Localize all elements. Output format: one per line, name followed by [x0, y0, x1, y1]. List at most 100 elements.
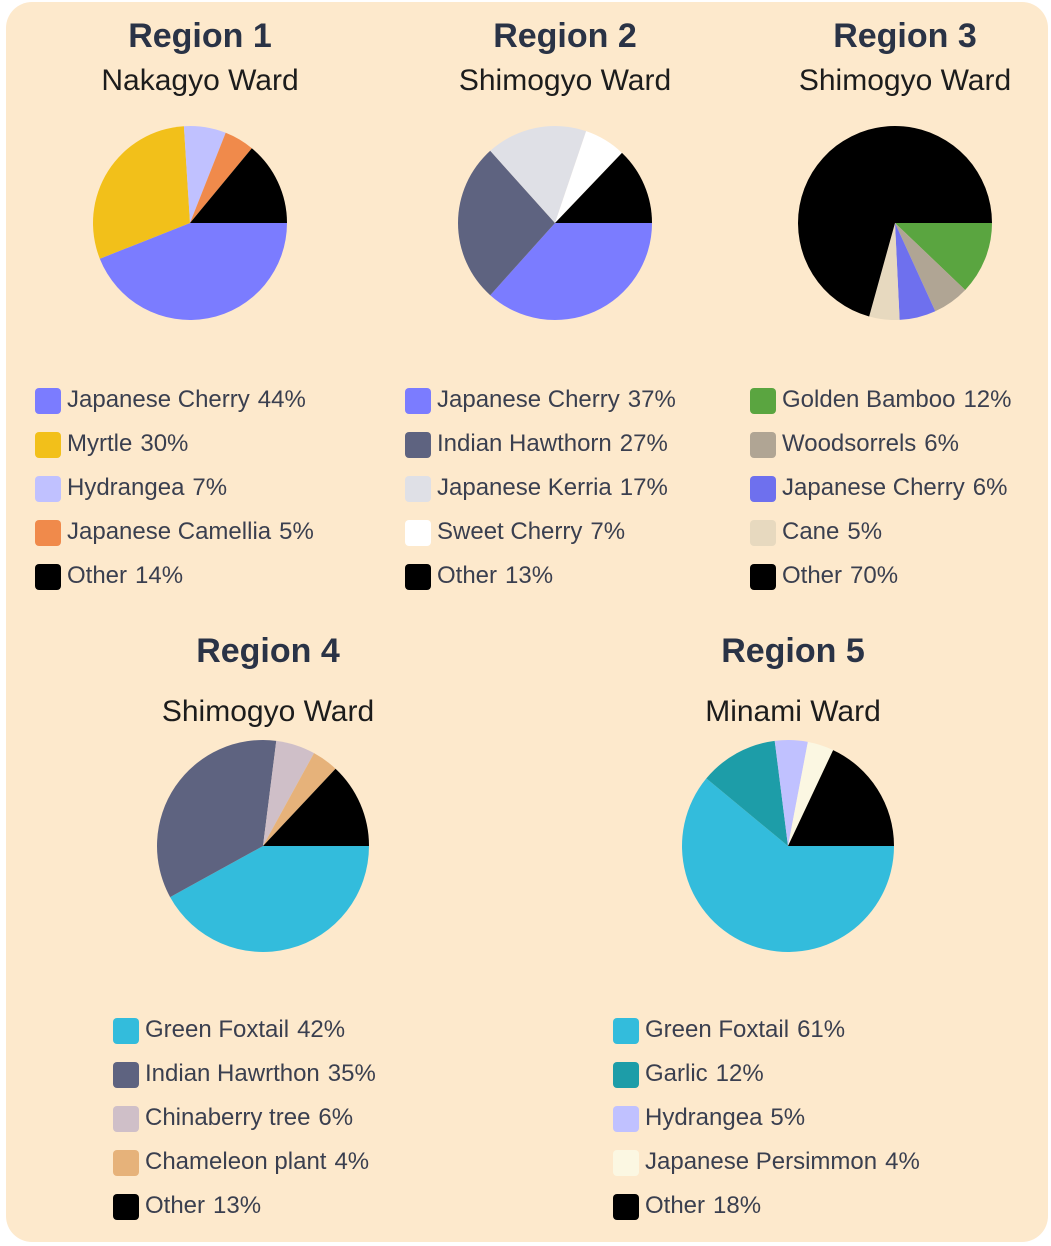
legend-entry: Indian Hawrthon 35%	[145, 1060, 376, 1087]
legend-value: 6%	[924, 430, 959, 457]
pie-slice	[190, 132, 252, 223]
pie-slice	[788, 750, 894, 846]
pie-slice	[869, 223, 900, 320]
legend-label: Green Foxtail	[145, 1016, 289, 1043]
legend-entry: Garlic 12%	[645, 1060, 764, 1087]
legend-swatch	[113, 1106, 139, 1132]
legend-label: Hydrangea	[645, 1104, 763, 1131]
legend-label: Indian Hawrthon	[145, 1060, 320, 1087]
legend-label: Cane	[782, 518, 839, 545]
legend-swatch	[35, 432, 61, 458]
legend-value: 35%	[328, 1060, 376, 1087]
legend-value: 7%	[192, 474, 227, 501]
legend-value: 18%	[713, 1192, 761, 1219]
legend-swatch	[613, 1150, 639, 1176]
legend-entry: Japanese Cherry 37%	[437, 386, 676, 413]
legend-swatch	[613, 1062, 639, 1088]
legend-entry: Japanese Cherry 6%	[782, 474, 1007, 501]
legend-entry: Chameleon plant 4%	[145, 1148, 369, 1175]
legend-label: Myrtle	[67, 430, 132, 457]
legend-entry: Japanese Kerria 17%	[437, 474, 668, 501]
legend-value: 61%	[797, 1016, 845, 1043]
pie-slice	[99, 223, 288, 320]
chart-subtitle: Nakagyo Ward	[101, 64, 298, 97]
legend-swatch	[35, 388, 61, 414]
pie-slice	[190, 148, 287, 223]
legend-label: Japanese Kerria	[437, 474, 612, 501]
pie-slice	[895, 223, 936, 320]
legend-label: Other	[437, 562, 497, 589]
pie-slice	[490, 126, 587, 223]
legend-swatch	[750, 520, 776, 546]
legend-swatch	[405, 388, 431, 414]
legend-swatch	[35, 564, 61, 590]
chart-title: Region 3	[833, 17, 977, 55]
legend-swatch	[113, 1150, 139, 1176]
legend-entry: Other 70%	[782, 562, 898, 589]
pie-slice	[774, 739, 808, 846]
chart-subtitle: Shimogyo Ward	[162, 695, 374, 728]
legend-swatch	[113, 1194, 139, 1220]
pie-slice	[706, 740, 788, 846]
legend-entry: Green Foxtail 61%	[645, 1016, 845, 1043]
legend-label: Green Foxtail	[645, 1016, 789, 1043]
pie-slice	[895, 223, 992, 290]
legend-swatch	[113, 1062, 139, 1088]
chart-title: Region 4	[196, 632, 340, 670]
legend-value: 4%	[885, 1148, 920, 1175]
legend-entry: Hydrangea 5%	[645, 1104, 805, 1131]
legend-swatch	[405, 476, 431, 502]
legend-swatch	[35, 476, 61, 502]
chart-subtitle: Shimogyo Ward	[799, 64, 1011, 97]
legend-value: 14%	[135, 562, 183, 589]
legend-label: Other	[782, 562, 842, 589]
legend-swatch	[613, 1018, 639, 1044]
legend-label: Indian Hawthorn	[437, 430, 612, 457]
legend-swatch	[750, 388, 776, 414]
pie-slice	[895, 223, 966, 312]
legend-label: Hydrangea	[67, 474, 185, 501]
legend-value: 12%	[716, 1060, 764, 1087]
legend-value: 30%	[140, 430, 188, 457]
pie-slice	[156, 739, 277, 898]
pie-slice	[263, 768, 369, 846]
legend-entry: Chinaberry tree 6%	[145, 1104, 353, 1131]
legend-label: Other	[67, 562, 127, 589]
pie-slice	[788, 741, 834, 846]
legend-swatch	[613, 1106, 639, 1132]
pie-slice	[798, 125, 992, 317]
legend-entry: Japanese Persimmon 4%	[645, 1148, 920, 1175]
legend-label: Other	[145, 1192, 205, 1219]
legend-label: Chinaberry tree	[145, 1104, 310, 1131]
legend-label: Sweet Cherry	[437, 518, 582, 545]
legend-value: 6%	[318, 1104, 353, 1131]
legend-value: 44%	[258, 386, 306, 413]
chart-title: Region 1	[128, 17, 272, 55]
legend-value: 5%	[770, 1104, 805, 1131]
chart-subtitle: Minami Ward	[705, 695, 881, 728]
legend-swatch	[405, 432, 431, 458]
legend-entry: Cane 5%	[782, 518, 882, 545]
legend-value: 12%	[963, 386, 1011, 413]
legend-value: 6%	[973, 474, 1008, 501]
legend-swatch	[750, 564, 776, 590]
legend-swatch	[405, 564, 431, 590]
legend-swatch	[750, 476, 776, 502]
legend-label: Japanese Cherry	[67, 386, 250, 413]
legend-label: Chameleon plant	[145, 1148, 327, 1175]
legend-value: 13%	[505, 562, 553, 589]
legend-swatch	[750, 432, 776, 458]
legend-entry: Golden Bamboo 12%	[782, 386, 1012, 413]
legend-entry: Hydrangea 7%	[67, 474, 227, 501]
legend-entry: Other 13%	[437, 562, 553, 589]
pie-slice	[170, 846, 369, 952]
legend-entry: Other 18%	[645, 1192, 761, 1219]
legend-entry: Japanese Camellia 5%	[67, 518, 314, 545]
legend-value: 42%	[297, 1016, 345, 1043]
legend-label: Other	[645, 1192, 705, 1219]
legend-swatch	[113, 1018, 139, 1044]
legend-value: 17%	[620, 474, 668, 501]
pie-slice	[183, 126, 226, 223]
legend-label: Japanese Camellia	[67, 518, 272, 545]
legend-entry: Woodsorrels 6%	[782, 430, 959, 457]
